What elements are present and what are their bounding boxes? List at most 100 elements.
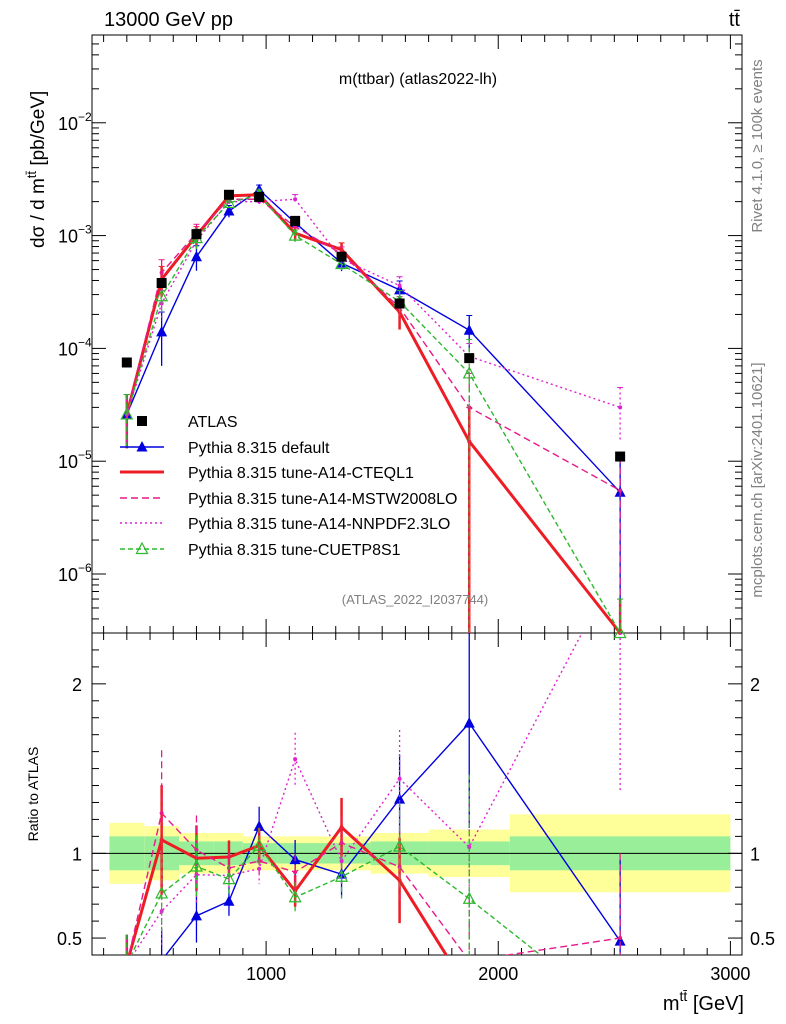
ratio-tick-label: 1 <box>72 844 82 864</box>
analysis-id: (ATLAS_2022_I2037744) <box>342 592 488 607</box>
legend-label: ATLAS <box>188 414 238 431</box>
data-point <box>462 366 476 379</box>
data-point <box>293 757 298 762</box>
data-point <box>339 859 344 864</box>
legend: ATLAS Pythia 8.315 default Pythia 8.315 tu… <box>120 414 457 559</box>
data-point <box>135 541 149 555</box>
series-line-default <box>126 188 621 493</box>
y-tick-exponent: −6 <box>78 561 92 575</box>
data-point <box>120 407 134 420</box>
side-label-rivet: Rivet 4.1.0, ≥ 100k events <box>749 59 766 232</box>
y-tick-exponent: −4 <box>78 335 92 349</box>
data-point <box>253 820 265 831</box>
series-line-A14-CTEQL1 <box>125 193 622 634</box>
data-point <box>397 283 402 288</box>
data-point <box>335 256 349 270</box>
data-point <box>190 909 202 921</box>
data-point <box>155 288 169 302</box>
header-right: tt̄ <box>729 9 741 31</box>
ratio-y-axis-label: Ratio to ATLAS <box>25 747 41 842</box>
data-point <box>394 793 406 804</box>
ratio-line-A14-MSTW2008LO <box>128 811 621 955</box>
legend-label: Pythia 8.315 default <box>188 440 330 457</box>
data-point <box>137 416 147 426</box>
ratio-panel-frame <box>91 632 743 956</box>
legend-label: Pythia 8.315 tune-A14-MSTW2008LO <box>188 491 457 508</box>
data-point <box>191 229 202 240</box>
y-axis-label: dσ / d mtt̄ [pb/GeV] <box>24 91 49 248</box>
data-point <box>156 325 168 337</box>
data-point <box>159 811 164 816</box>
y-tick-exponent: −5 <box>78 448 92 462</box>
data-point <box>615 451 626 462</box>
data-point <box>393 839 407 852</box>
data-point <box>222 871 236 885</box>
data-point <box>463 717 475 728</box>
x-tick-label: 2000 <box>478 964 518 984</box>
ratio-tick-label: 2 <box>750 675 760 695</box>
header-left: 13000 GeV pp <box>104 9 233 31</box>
ratio-series <box>125 633 626 955</box>
x-tick-label: 3000 <box>710 964 750 984</box>
data-point <box>613 625 627 639</box>
data-point <box>194 848 199 853</box>
chart-title: m(ttbar) (atlas2022-lh) <box>339 71 497 88</box>
ratio-line-A14-NNPDF2.3LO <box>131 633 583 955</box>
data-point <box>462 891 476 904</box>
y-tick-label: 10−5 <box>58 448 92 472</box>
y-tick-exponent: −3 <box>78 223 92 237</box>
series-line-CUETP8S1 <box>126 193 621 634</box>
data-point <box>618 488 623 493</box>
legend-label: Pythia 8.315 tune-A14-CTEQL1 <box>188 465 414 482</box>
ratio-tick-label: 1 <box>750 844 760 864</box>
legend-label: Pythia 8.315 tune-A14-NNPDF2.3LO <box>188 516 450 533</box>
ratio-series-A14-NNPDF2.3LO <box>126 633 621 955</box>
ratio-tick-label: 0.5 <box>57 929 82 949</box>
axis-ticks <box>92 34 742 956</box>
data-point <box>336 251 347 262</box>
main-series <box>120 183 627 639</box>
data-point <box>194 856 199 861</box>
data-point <box>159 270 164 275</box>
ratio-series-default <box>126 633 626 955</box>
data-point <box>194 872 199 877</box>
data-point <box>189 859 203 872</box>
data-point <box>394 283 406 295</box>
data-point <box>288 228 302 241</box>
x-axis-label: mtt̄ [GeV] <box>663 988 744 1015</box>
side-label-mcplots: mcplots.cern.ch [arXiv:2401.10621] <box>749 362 766 597</box>
data-point <box>156 277 167 288</box>
data-point <box>190 250 202 262</box>
data-point <box>257 866 262 871</box>
data-point <box>397 776 402 781</box>
data-point <box>618 936 623 941</box>
data-point <box>614 935 626 946</box>
data-point <box>618 405 623 410</box>
y-tick-label: 10−2 <box>58 110 92 134</box>
data-point <box>254 191 265 202</box>
series-line-A14-MSTW2008LO <box>126 198 621 492</box>
y-tick-label: 10−3 <box>58 223 92 247</box>
data-point <box>293 870 298 875</box>
data-point <box>136 441 148 452</box>
data-point <box>223 895 235 906</box>
ratio-tick-label: 2 <box>72 675 82 695</box>
data-point <box>394 298 405 309</box>
ratio-line-A14-CTEQL1 <box>127 825 448 955</box>
data-point <box>223 189 234 200</box>
data-point <box>121 357 132 368</box>
y-tick-label: 10−6 <box>58 561 92 585</box>
plot-frames <box>91 34 743 956</box>
y-tick-label: 10−4 <box>58 335 92 359</box>
data-point <box>293 197 298 202</box>
data-point <box>222 195 236 208</box>
legend-label: Pythia 8.315 tune-CUETP8S1 <box>188 542 401 559</box>
data-point <box>463 324 475 335</box>
ratio-tick-label: 0.5 <box>750 929 775 949</box>
data-point <box>155 886 169 899</box>
data-point <box>223 205 235 216</box>
data-point <box>464 353 475 364</box>
data-point <box>252 838 266 851</box>
